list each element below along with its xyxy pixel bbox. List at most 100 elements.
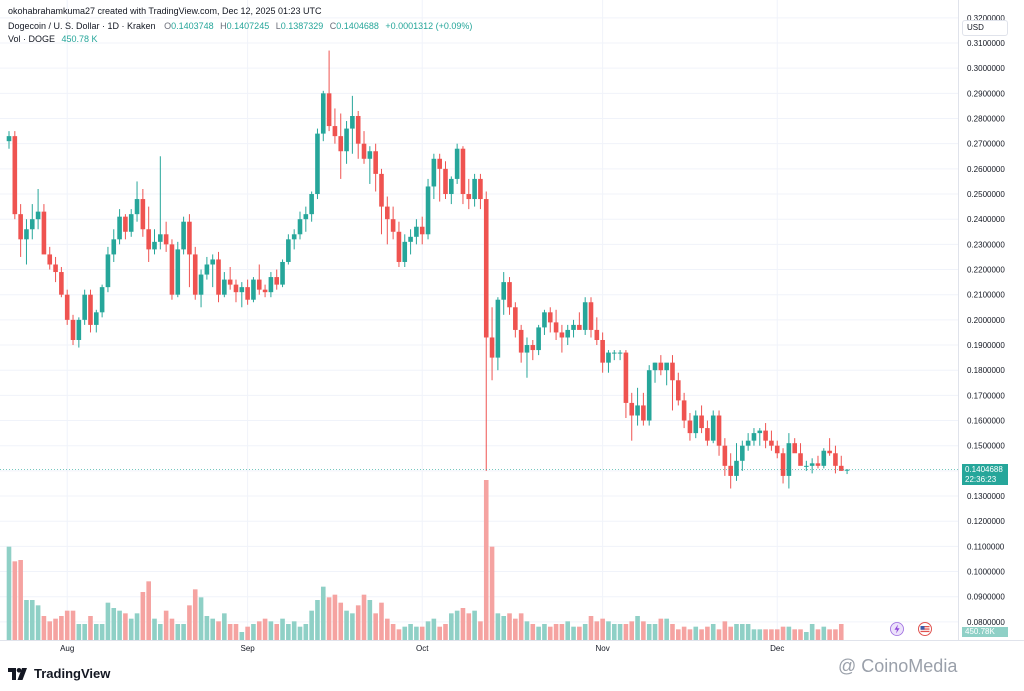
low-label: L	[275, 21, 281, 31]
volume-bar	[670, 624, 675, 640]
candle-body	[29, 219, 35, 230]
candle-body	[105, 254, 111, 288]
y-tick-label: 0.2300000	[967, 240, 1005, 249]
volume-bar	[134, 613, 140, 640]
volume-bar	[35, 605, 41, 640]
y-tick-label: 0.2800000	[967, 115, 1005, 124]
candle-body	[24, 229, 29, 240]
candle-body	[710, 415, 716, 441]
volume-bar	[827, 629, 832, 640]
y-tick-label: 0.1800000	[967, 366, 1005, 375]
lightning-event-icon[interactable]	[890, 622, 904, 636]
volume-bar	[117, 610, 122, 640]
candle-body	[646, 370, 652, 421]
candle-body	[472, 178, 477, 200]
volume-bar	[553, 624, 559, 640]
volume-bar	[652, 624, 658, 640]
volume-bar	[181, 624, 186, 640]
volume-bar	[320, 586, 326, 640]
candle-body	[239, 287, 245, 293]
candle-body	[326, 93, 332, 127]
tradingview-logo[interactable]: TradingView	[8, 666, 110, 681]
candle-body	[524, 345, 530, 353]
y-tick-label: 0.1200000	[967, 517, 1005, 526]
volume-bar	[809, 624, 815, 640]
tradingview-logo-icon	[8, 667, 27, 680]
volume-bar	[315, 600, 320, 640]
volume-bar	[658, 618, 664, 640]
volume-bar	[18, 560, 23, 640]
volume-bar	[693, 626, 699, 640]
candle-body	[76, 319, 82, 340]
candle-body	[251, 279, 256, 300]
volume-bar	[780, 626, 786, 640]
volume-bar	[745, 624, 751, 640]
volume-bar	[763, 629, 768, 640]
volume-bar	[472, 610, 477, 640]
volume-bar	[355, 605, 361, 640]
symbol-title[interactable]: Dogecoin / U. S. Dollar · 1D · Kraken	[8, 21, 156, 31]
volume-bar	[233, 624, 239, 640]
volume-bar	[385, 618, 390, 640]
volume-bar	[536, 626, 541, 640]
candle-body	[798, 453, 803, 466]
candle-body	[483, 199, 489, 338]
candle-body	[780, 453, 786, 476]
volume-bar	[425, 621, 431, 640]
candle-body	[245, 287, 250, 300]
last-price-value: 0.1404688	[965, 464, 1003, 474]
candle-body	[233, 284, 239, 293]
candle-body	[507, 282, 512, 308]
candle-body	[629, 402, 635, 416]
volume-bar	[751, 629, 757, 640]
candle-body	[699, 415, 704, 429]
candle-body	[175, 249, 181, 295]
candle-body	[751, 433, 757, 441]
volume-bar	[70, 610, 76, 640]
y-tick-label: 0.2200000	[967, 266, 1005, 275]
candle-body	[553, 322, 559, 333]
candle-body	[641, 405, 646, 421]
candle-body	[728, 465, 733, 476]
candle-body	[489, 337, 495, 358]
candle-body	[94, 312, 99, 325]
currency-button[interactable]: USD	[962, 20, 1008, 36]
high-label: H	[220, 21, 227, 31]
flag-event-icon[interactable]	[918, 622, 932, 636]
candle-body	[635, 405, 640, 416]
candle-body	[309, 194, 314, 215]
volume-bar	[274, 624, 280, 640]
volume-bar	[838, 624, 844, 640]
candle-body	[361, 143, 367, 159]
candle-body	[460, 148, 466, 195]
volume-bar	[623, 624, 629, 640]
volume-legend: Vol · DOGE 450.78 K	[8, 34, 98, 44]
volume-bar	[88, 616, 93, 640]
last-price-tag: 0.1404688 22:36:23	[962, 463, 1008, 485]
candle-body	[414, 226, 419, 237]
candle-body	[443, 168, 448, 195]
volume-bar	[571, 626, 576, 640]
candle-body	[70, 319, 76, 340]
candle-body	[204, 264, 210, 275]
volume-bar	[350, 613, 355, 640]
y-tick-label: 0.2700000	[967, 140, 1005, 149]
candle-body	[466, 194, 472, 200]
volume-bar	[408, 624, 413, 640]
y-tick-label: 0.1500000	[967, 442, 1005, 451]
tradingview-logo-text: TradingView	[34, 666, 111, 681]
y-tick-label: 0.1100000	[967, 542, 1005, 551]
volume-bar	[565, 621, 571, 640]
candle-body	[809, 463, 815, 466]
candle-body	[623, 352, 629, 403]
volume-bar	[687, 629, 693, 640]
x-tick-label: Sep	[241, 644, 256, 653]
y-tick-label: 0.1700000	[967, 391, 1005, 400]
volume-bar	[449, 613, 454, 640]
candle-body	[350, 115, 355, 129]
candle-body	[82, 294, 87, 320]
volume-bar	[402, 626, 408, 640]
candle-body	[786, 443, 792, 476]
candle-body	[600, 339, 605, 363]
